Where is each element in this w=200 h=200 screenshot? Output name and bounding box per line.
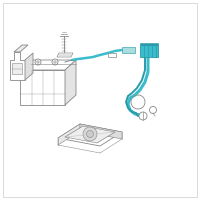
Polygon shape: [25, 53, 33, 80]
Polygon shape: [108, 53, 116, 57]
Polygon shape: [58, 124, 80, 145]
Circle shape: [37, 61, 39, 63]
Polygon shape: [58, 124, 122, 146]
Circle shape: [139, 112, 147, 120]
Polygon shape: [65, 60, 76, 105]
Circle shape: [86, 130, 94, 138]
Polygon shape: [10, 52, 25, 80]
Polygon shape: [140, 45, 158, 57]
Polygon shape: [20, 60, 76, 70]
Circle shape: [150, 106, 156, 114]
Circle shape: [52, 59, 58, 65]
Polygon shape: [122, 47, 135, 53]
Circle shape: [83, 127, 97, 141]
Circle shape: [54, 61, 56, 63]
Polygon shape: [20, 70, 65, 105]
Circle shape: [35, 59, 41, 65]
Polygon shape: [57, 53, 73, 57]
Polygon shape: [65, 126, 115, 143]
Polygon shape: [80, 124, 122, 139]
Polygon shape: [140, 43, 158, 45]
Polygon shape: [14, 45, 28, 52]
Polygon shape: [12, 63, 22, 74]
